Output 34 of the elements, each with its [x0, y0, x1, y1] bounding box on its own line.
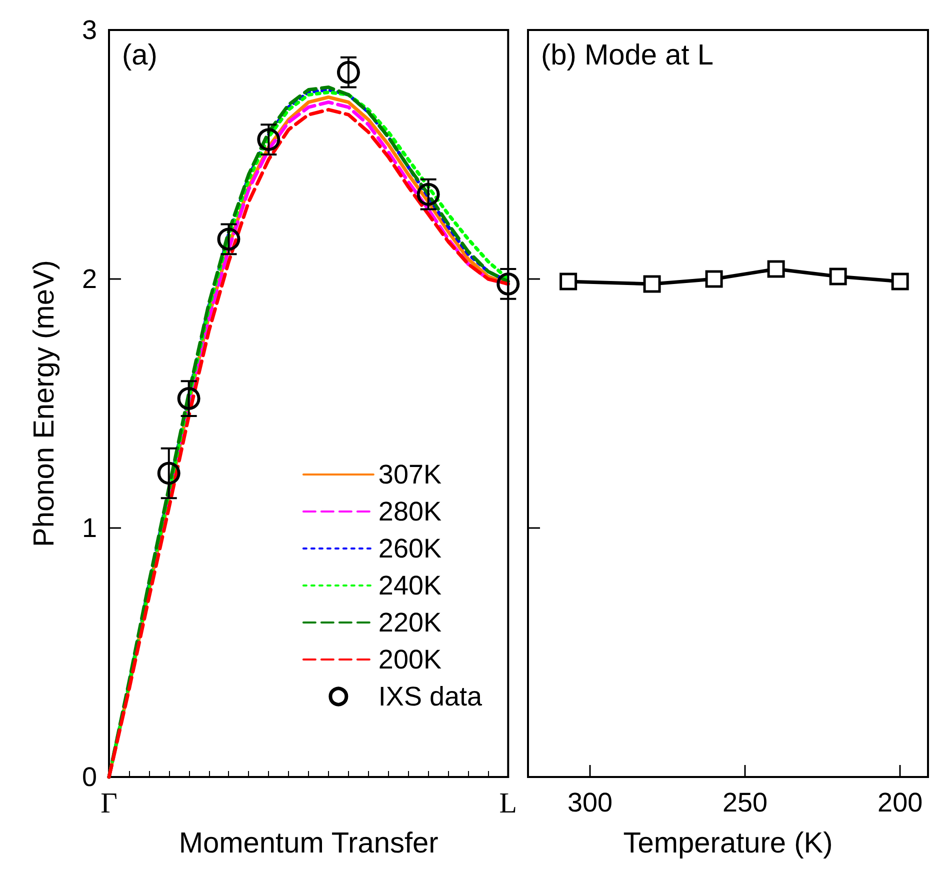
- legend-label: 220K: [378, 608, 442, 638]
- x-axis-title: Temperature (K): [623, 828, 833, 860]
- legend-label: 240K: [378, 570, 442, 600]
- point: [177, 387, 200, 410]
- point: [891, 272, 909, 290]
- legend-label: 307K: [378, 460, 442, 490]
- y-tick-label: 1: [82, 513, 97, 543]
- point: [416, 182, 440, 206]
- legend-label: 260K: [378, 534, 442, 564]
- point: [705, 270, 723, 288]
- y-axis-title: Phonon Energy (meV): [28, 260, 60, 547]
- point: [643, 275, 661, 293]
- point: [767, 260, 785, 278]
- y-tick-label: 2: [82, 264, 97, 294]
- point: [257, 128, 280, 152]
- point: [560, 272, 578, 290]
- y-tick-label: 0: [82, 762, 97, 792]
- point: [337, 60, 360, 84]
- x-tick-label: 200: [878, 788, 923, 818]
- x-tick-label: Γ: [100, 788, 118, 820]
- point: [829, 268, 847, 286]
- x-tick-label: L: [499, 788, 517, 820]
- chart-title: (a): [122, 40, 158, 72]
- legend-label: IXS data: [378, 682, 483, 712]
- legend-label: 280K: [378, 496, 442, 526]
- x-axis-title: Momentum Transfer: [178, 828, 439, 860]
- point: [217, 228, 240, 251]
- x-tick-label: 300: [567, 788, 613, 818]
- y-tick-label: 3: [82, 15, 97, 45]
- chart-title: (b) Mode at L: [541, 40, 714, 72]
- x-tick-label: 250: [722, 788, 768, 818]
- point: [496, 272, 520, 296]
- point: [157, 462, 180, 485]
- legend-label: 200K: [378, 644, 442, 674]
